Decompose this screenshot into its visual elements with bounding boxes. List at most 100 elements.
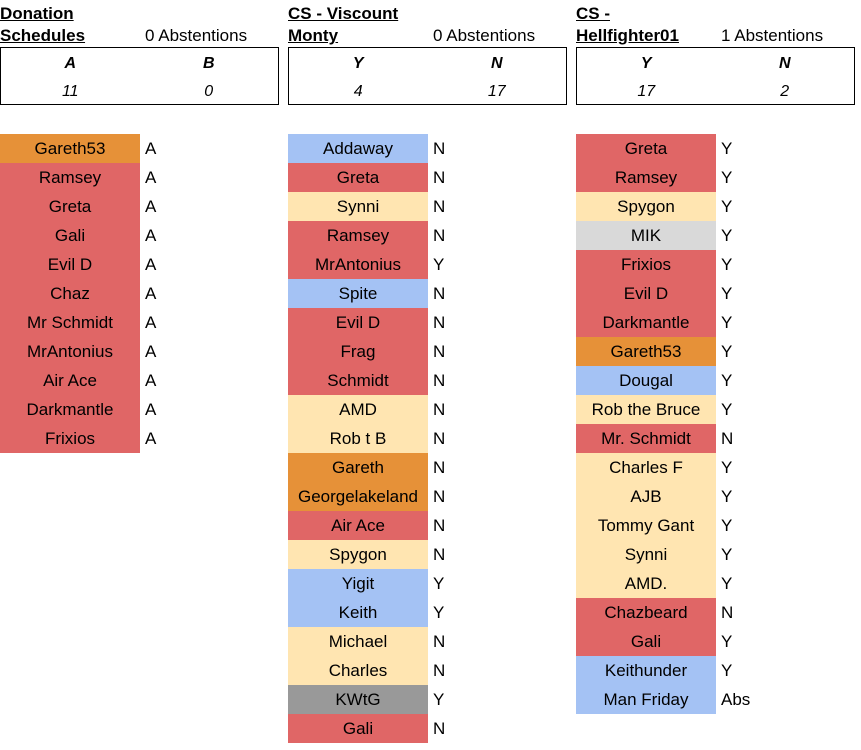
voter-name: AMD.: [576, 569, 716, 598]
voter-name: Greta: [0, 192, 140, 221]
vote-value: N: [433, 284, 446, 303]
vote-value: Y: [721, 197, 733, 216]
voter-name: Air Ace: [0, 366, 140, 395]
vote-value: N: [721, 429, 734, 448]
voter-name: Georgelakeland: [288, 482, 428, 511]
vote-value: N: [433, 313, 446, 332]
vote-value: Y: [721, 226, 733, 245]
voter-name: Evil D: [0, 250, 140, 279]
voter-name: Michael: [288, 627, 428, 656]
abstentions-count: 0 Abstentions: [145, 26, 248, 45]
voter-name: KWtG: [288, 685, 428, 714]
vote-value: A: [145, 139, 157, 158]
option-count: 4: [353, 83, 363, 100]
section-title: CS - Viscount Monty: [288, 3, 398, 47]
vote-value: Y: [433, 603, 445, 622]
vote-value: Y: [433, 574, 445, 593]
vote-value: Y: [721, 632, 733, 651]
voter-name: Dougal: [576, 366, 716, 395]
voter-name: Keith: [288, 598, 428, 627]
vote-value: Y: [721, 574, 733, 593]
vote-value: A: [145, 284, 157, 303]
tally-box: Y 17 N 2: [576, 47, 855, 105]
vote-value: N: [433, 487, 446, 506]
voter-name: Synni: [576, 540, 716, 569]
vote-value: Y: [721, 284, 733, 303]
voter-name: MrAntonius: [288, 250, 428, 279]
voter-name: Air Ace: [288, 511, 428, 540]
vote-value: N: [433, 516, 446, 535]
voter-name: Charles: [288, 656, 428, 685]
voter-name: Charles F: [576, 453, 716, 482]
voter-name: Greta: [288, 163, 428, 192]
voter-name: Frag: [288, 337, 428, 366]
vote-value: Abs: [721, 690, 751, 709]
vote-value: Y: [721, 168, 733, 187]
vote-value: A: [145, 168, 157, 187]
vote-value: Y: [721, 661, 733, 680]
voter-name: Gali: [0, 221, 140, 250]
vote-value: Y: [721, 313, 733, 332]
vote-value: Y: [721, 342, 733, 361]
voter-name: Synni: [288, 192, 428, 221]
voter-name: Frixios: [576, 250, 716, 279]
voter-name: Mr. Schmidt: [576, 424, 716, 453]
voter-name: Gali: [288, 714, 428, 743]
voter-name: Mr Schmidt: [0, 308, 140, 337]
voter-name: AJB: [576, 482, 716, 511]
option-count: 17: [487, 83, 506, 100]
tally-box: Y 4 N 17: [288, 47, 567, 105]
voter-name: Gali: [576, 627, 716, 656]
voter-name: Evil D: [576, 279, 716, 308]
section-title-line: CS -: [576, 4, 610, 23]
tally-box: A 11 B 0: [0, 47, 279, 105]
vote-value: Y: [721, 255, 733, 274]
vote-value: N: [721, 603, 734, 622]
voter-name: Ramsey: [288, 221, 428, 250]
voter-name: AMD: [288, 395, 428, 424]
vote-value: Y: [721, 458, 733, 477]
voter-name: Gareth: [288, 453, 428, 482]
voter-name: Yigit: [288, 569, 428, 598]
vote-value: A: [145, 197, 157, 216]
voter-name: Spygon: [288, 540, 428, 569]
vote-value: Y: [433, 255, 445, 274]
voter-name: Greta: [576, 134, 716, 163]
voter-name: Keithunder: [576, 656, 716, 685]
vote-value: N: [433, 458, 446, 477]
option-count: 17: [637, 83, 656, 100]
voter-name: MIK: [576, 221, 716, 250]
vote-value: Y: [721, 400, 733, 419]
option-label: N: [778, 55, 791, 72]
voter-name: Chaz: [0, 279, 140, 308]
vote-value: Y: [721, 371, 733, 390]
voter-name: Darkmantle: [0, 395, 140, 424]
vote-value: N: [433, 400, 446, 419]
vote-value: A: [145, 342, 157, 361]
voter-name: Chazbeard: [576, 598, 716, 627]
abstentions-count: 1 Abstentions: [721, 26, 824, 45]
vote-value: N: [433, 429, 446, 448]
vote-value: A: [145, 255, 157, 274]
option-count: 11: [61, 83, 79, 100]
voter-name: Spite: [288, 279, 428, 308]
voter-name: Evil D: [288, 308, 428, 337]
option-label: Y: [640, 55, 652, 72]
option-label: N: [490, 55, 503, 72]
option-count: 2: [780, 83, 790, 100]
voter-name: Ramsey: [0, 163, 140, 192]
voter-name: Frixios: [0, 424, 140, 453]
vote-value: N: [433, 719, 446, 738]
voter-name: Rob the Bruce: [576, 395, 716, 424]
voter-name: Darkmantle: [576, 308, 716, 337]
voter-name: Ramsey: [576, 163, 716, 192]
section-title: Donation Schedules: [0, 3, 85, 47]
option-label: B: [202, 55, 215, 72]
vote-value: A: [145, 313, 157, 332]
vote-value: A: [145, 400, 157, 419]
voter-name: Addaway: [288, 134, 428, 163]
vote-value: N: [433, 139, 446, 158]
abstentions-count: 0 Abstentions: [433, 26, 536, 45]
vote-value: Y: [721, 516, 733, 535]
vote-value: A: [145, 371, 157, 390]
